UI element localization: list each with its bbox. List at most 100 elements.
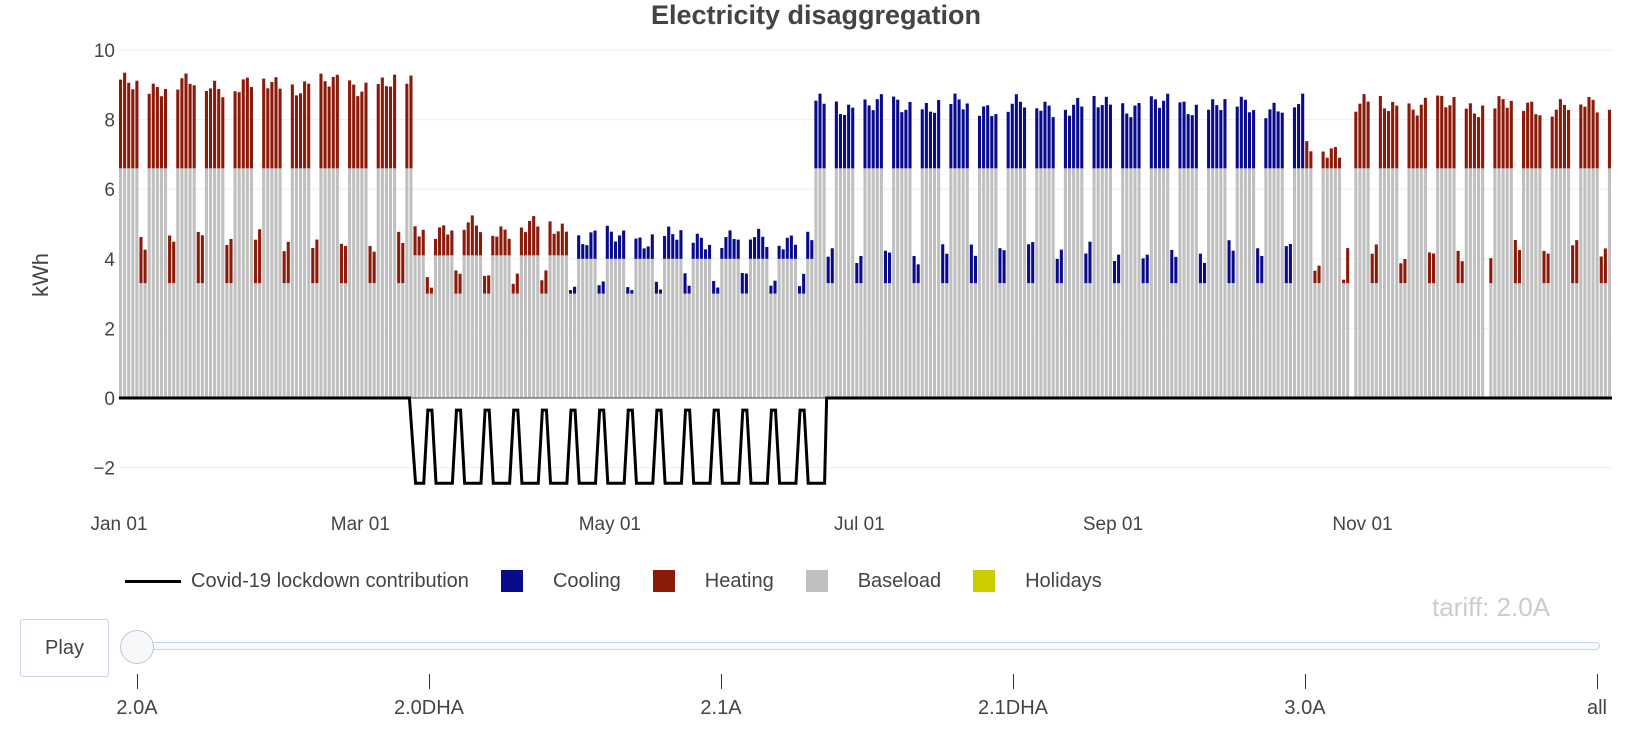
bar-heating <box>1432 253 1436 284</box>
bar-heating <box>413 226 417 256</box>
bar-baseload <box>1448 168 1452 398</box>
slider-step-2-0dha[interactable]: 2.0DHA <box>393 697 465 719</box>
bar-baseload <box>879 168 883 398</box>
bar-baseload <box>478 255 483 398</box>
bar-heating <box>368 245 372 284</box>
bar-heating <box>1362 94 1366 169</box>
bar-gap <box>1350 398 1354 419</box>
bar-heating <box>1378 95 1382 169</box>
bar-baseload <box>1223 168 1227 398</box>
bar-heating <box>1309 151 1313 169</box>
slider-step-3-0a[interactable]: 3.0A <box>1284 697 1326 719</box>
slider-step-2-1dha[interactable]: 2.1DHA <box>977 697 1049 719</box>
legend-item-holidays[interactable]: Holidays <box>973 570 1102 593</box>
bar-baseload <box>1051 168 1055 398</box>
bar-baseload <box>736 258 740 398</box>
slider-step-2-0a[interactable]: 2.0A <box>116 697 158 719</box>
legend-item-baseload[interactable]: Baseload <box>805 570 941 593</box>
bar-baseload <box>777 258 781 398</box>
bar-cooling <box>716 287 720 294</box>
bar-heating <box>1464 108 1468 169</box>
bar-heating <box>397 231 401 284</box>
bar-baseload <box>863 168 867 398</box>
legend-label-cooling: Cooling <box>552 569 621 592</box>
bar-heating <box>217 88 221 169</box>
bar-baseload <box>597 293 601 398</box>
bar-baseload <box>511 293 515 398</box>
bar-cooling <box>990 116 994 169</box>
bar-baseload <box>728 258 732 398</box>
bar-baseload <box>1268 168 1272 398</box>
bar-baseload <box>1362 168 1366 398</box>
bar-baseload <box>1436 168 1440 398</box>
bar-baseload <box>630 293 634 398</box>
legend-item-covid[interactable]: Covid-19 lockdown contribution <box>125 570 469 593</box>
bar-baseload <box>928 168 932 398</box>
bar-cooling <box>945 253 949 284</box>
bar-heating <box>1407 103 1411 169</box>
tariff-slider-handle[interactable] <box>120 630 154 664</box>
bar-cooling <box>875 99 879 169</box>
chart-title: Electricity disaggregation <box>651 0 981 30</box>
bar-cooling <box>1145 254 1149 284</box>
legend-item-cooling[interactable]: Cooling <box>500 569 621 593</box>
bar-baseload <box>920 168 924 398</box>
bar-cooling <box>1280 112 1284 169</box>
bar-heating <box>233 91 237 169</box>
bar-heating <box>446 234 450 256</box>
bar-baseload <box>1493 168 1497 398</box>
bar-baseload <box>1027 283 1031 398</box>
bar-cooling <box>1202 262 1207 284</box>
bar-heating <box>1583 106 1587 169</box>
bar-baseload <box>180 168 184 398</box>
bar-cooling <box>630 290 634 294</box>
bar-heating <box>556 231 560 256</box>
bar-baseload <box>454 293 458 398</box>
bar-cooling <box>937 100 941 169</box>
bar-cooling <box>618 235 622 259</box>
bar-cooling <box>1039 110 1043 169</box>
bar-heating <box>1387 111 1391 169</box>
slider-step-all[interactable]: all <box>1586 697 1608 719</box>
bar-cooling <box>1292 107 1297 169</box>
bar-baseload <box>1468 168 1472 398</box>
bar-baseload <box>1354 168 1358 398</box>
bar-cooling <box>761 236 765 259</box>
bar-heating <box>135 80 139 169</box>
slider-tick <box>137 674 138 689</box>
bar-baseload <box>356 168 360 398</box>
bar-baseload <box>159 168 163 398</box>
bar-cooling <box>1243 99 1247 169</box>
bar-cooling <box>855 263 859 284</box>
bar-baseload <box>1444 168 1448 398</box>
bar-cooling <box>1141 258 1145 284</box>
bar-baseload <box>1104 168 1108 398</box>
bar-heating <box>1603 248 1607 284</box>
bar-baseload <box>221 168 225 398</box>
bar-heating <box>266 88 270 169</box>
play-button[interactable]: Play <box>20 619 109 677</box>
bar-heating <box>229 238 233 284</box>
legend-item-heating[interactable]: Heating <box>652 570 774 593</box>
tariff-slider-rail[interactable] <box>130 642 1600 650</box>
bar-heating <box>1579 104 1583 169</box>
bar-cooling <box>769 285 773 294</box>
bar-cooling <box>1076 97 1080 169</box>
bar-cooling <box>724 237 728 259</box>
bar-baseload <box>290 168 294 398</box>
bar-baseload <box>1170 283 1174 398</box>
bar-baseload <box>401 283 405 398</box>
y-tick-label: 0 <box>104 389 115 410</box>
bar-heating <box>1591 99 1595 169</box>
slider-step-2-1a[interactable]: 2.1A <box>700 697 742 719</box>
bar-cooling <box>622 230 626 259</box>
bar-baseload <box>1076 168 1080 398</box>
bar-heating <box>1571 245 1575 284</box>
bar-heating <box>1538 115 1542 169</box>
bar-baseload <box>834 168 838 398</box>
bar-heating <box>1329 148 1333 169</box>
bar-baseload <box>1575 283 1579 398</box>
bar-cooling <box>834 101 838 169</box>
bar-baseload <box>667 258 671 398</box>
slider-tick <box>721 674 722 689</box>
